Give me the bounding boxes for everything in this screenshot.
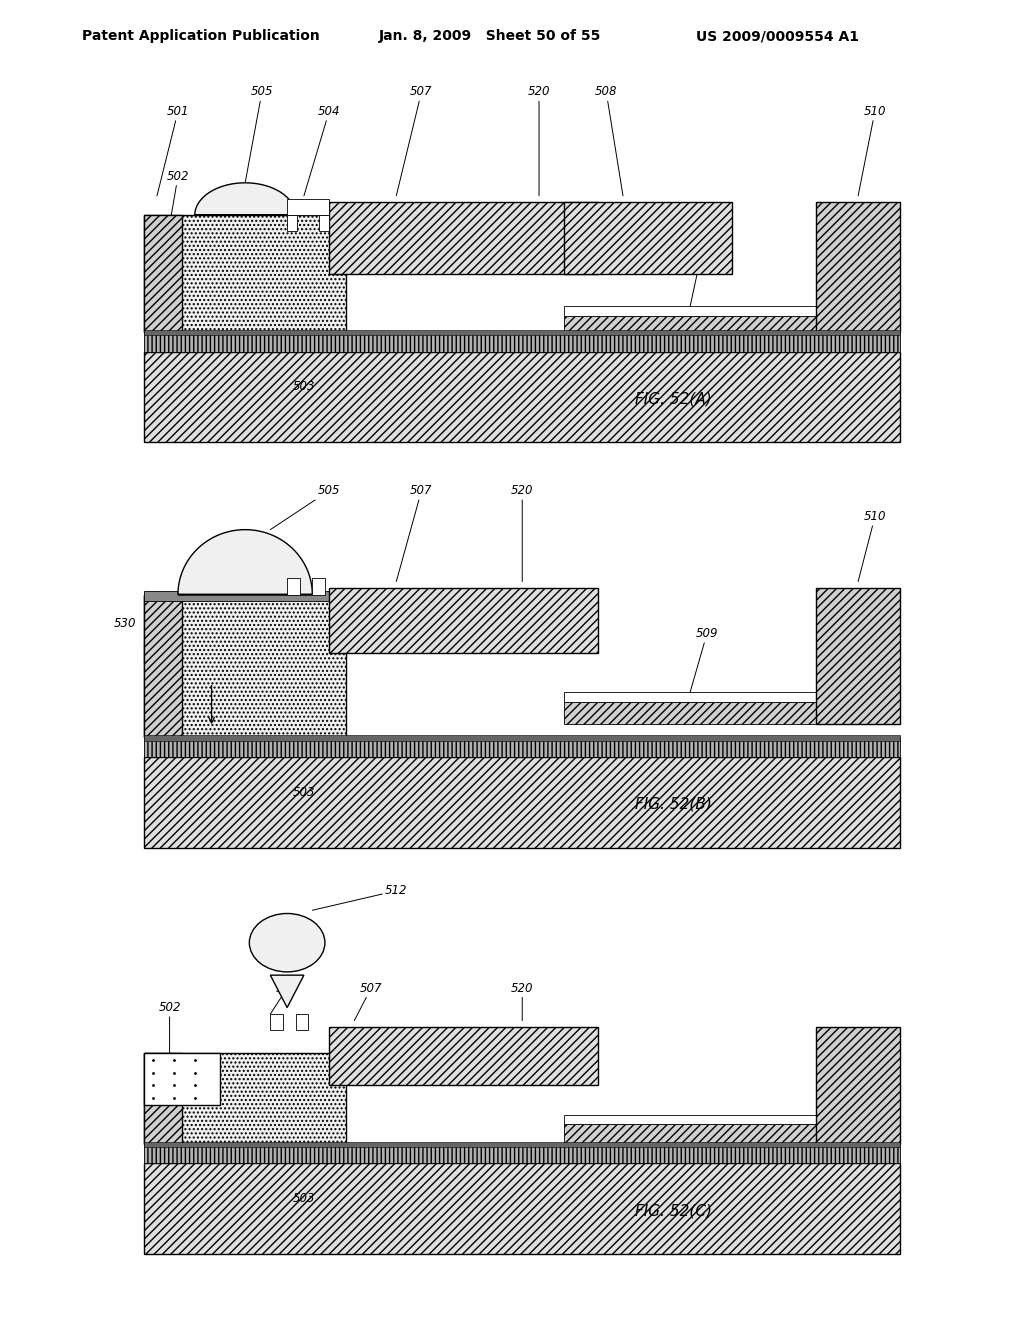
Text: 509: 509 xyxy=(690,627,718,692)
Bar xyxy=(564,306,816,315)
Polygon shape xyxy=(195,183,296,215)
Bar xyxy=(564,315,816,333)
Text: 505: 505 xyxy=(245,86,273,182)
Bar xyxy=(270,1014,283,1031)
Text: 501: 501 xyxy=(157,104,189,195)
Text: 508: 508 xyxy=(595,86,623,195)
Text: 512: 512 xyxy=(312,884,408,911)
Text: 530: 530 xyxy=(114,616,136,630)
Bar xyxy=(144,215,346,333)
Text: 507: 507 xyxy=(354,982,382,1020)
Text: Jan. 8, 2009   Sheet 50 of 55: Jan. 8, 2009 Sheet 50 of 55 xyxy=(379,29,601,44)
Text: Patent Application Publication: Patent Application Publication xyxy=(82,29,319,44)
Bar xyxy=(312,578,325,594)
Bar xyxy=(144,1144,900,1163)
Bar xyxy=(296,1014,308,1031)
Bar xyxy=(287,215,297,231)
Bar xyxy=(144,1053,346,1144)
Text: 503: 503 xyxy=(293,785,315,799)
Bar xyxy=(144,1053,220,1105)
Text: 507: 507 xyxy=(396,484,433,582)
Text: 520: 520 xyxy=(511,484,534,582)
Bar xyxy=(287,199,329,215)
Text: 510: 510 xyxy=(858,510,886,582)
Text: 504: 504 xyxy=(304,104,340,195)
Bar xyxy=(319,215,329,231)
Text: 505: 505 xyxy=(270,484,340,529)
Bar xyxy=(144,594,346,738)
Text: FIG. 52(C): FIG. 52(C) xyxy=(635,1204,712,1218)
Bar xyxy=(144,351,900,442)
Bar xyxy=(144,1142,900,1147)
Bar xyxy=(144,735,900,741)
Bar xyxy=(564,1114,816,1125)
Polygon shape xyxy=(178,529,312,594)
Text: 503: 503 xyxy=(293,1192,315,1205)
Text: FIG. 52(B): FIG. 52(B) xyxy=(635,797,712,812)
Bar xyxy=(564,702,816,725)
Text: 505: 505 xyxy=(270,982,298,1014)
Bar xyxy=(144,330,900,335)
Text: 503: 503 xyxy=(293,380,315,393)
Bar xyxy=(564,202,732,273)
Bar xyxy=(144,756,900,847)
Bar xyxy=(564,692,816,702)
Polygon shape xyxy=(270,975,304,1007)
Bar xyxy=(329,202,598,273)
Bar xyxy=(144,591,371,601)
Bar xyxy=(144,215,182,333)
Text: 507: 507 xyxy=(396,86,433,195)
Bar xyxy=(287,578,300,594)
Bar xyxy=(144,1053,182,1144)
Text: 510: 510 xyxy=(858,104,886,195)
Bar xyxy=(329,1027,598,1085)
Bar xyxy=(144,1163,900,1254)
Text: 509: 509 xyxy=(690,222,718,306)
Bar xyxy=(329,589,598,653)
Text: 520: 520 xyxy=(511,982,534,1020)
Bar xyxy=(816,589,900,725)
Bar xyxy=(564,1125,816,1144)
Circle shape xyxy=(250,913,325,972)
Text: 502: 502 xyxy=(159,1001,181,1067)
Bar xyxy=(144,738,900,756)
Text: 520: 520 xyxy=(527,86,550,195)
Text: US 2009/0009554 A1: US 2009/0009554 A1 xyxy=(696,29,859,44)
Text: FIG. 52(A): FIG. 52(A) xyxy=(635,392,712,407)
Bar xyxy=(816,1027,900,1144)
Bar xyxy=(144,594,182,738)
Bar xyxy=(816,202,900,333)
Text: 502: 502 xyxy=(161,170,189,273)
Bar xyxy=(144,333,900,351)
